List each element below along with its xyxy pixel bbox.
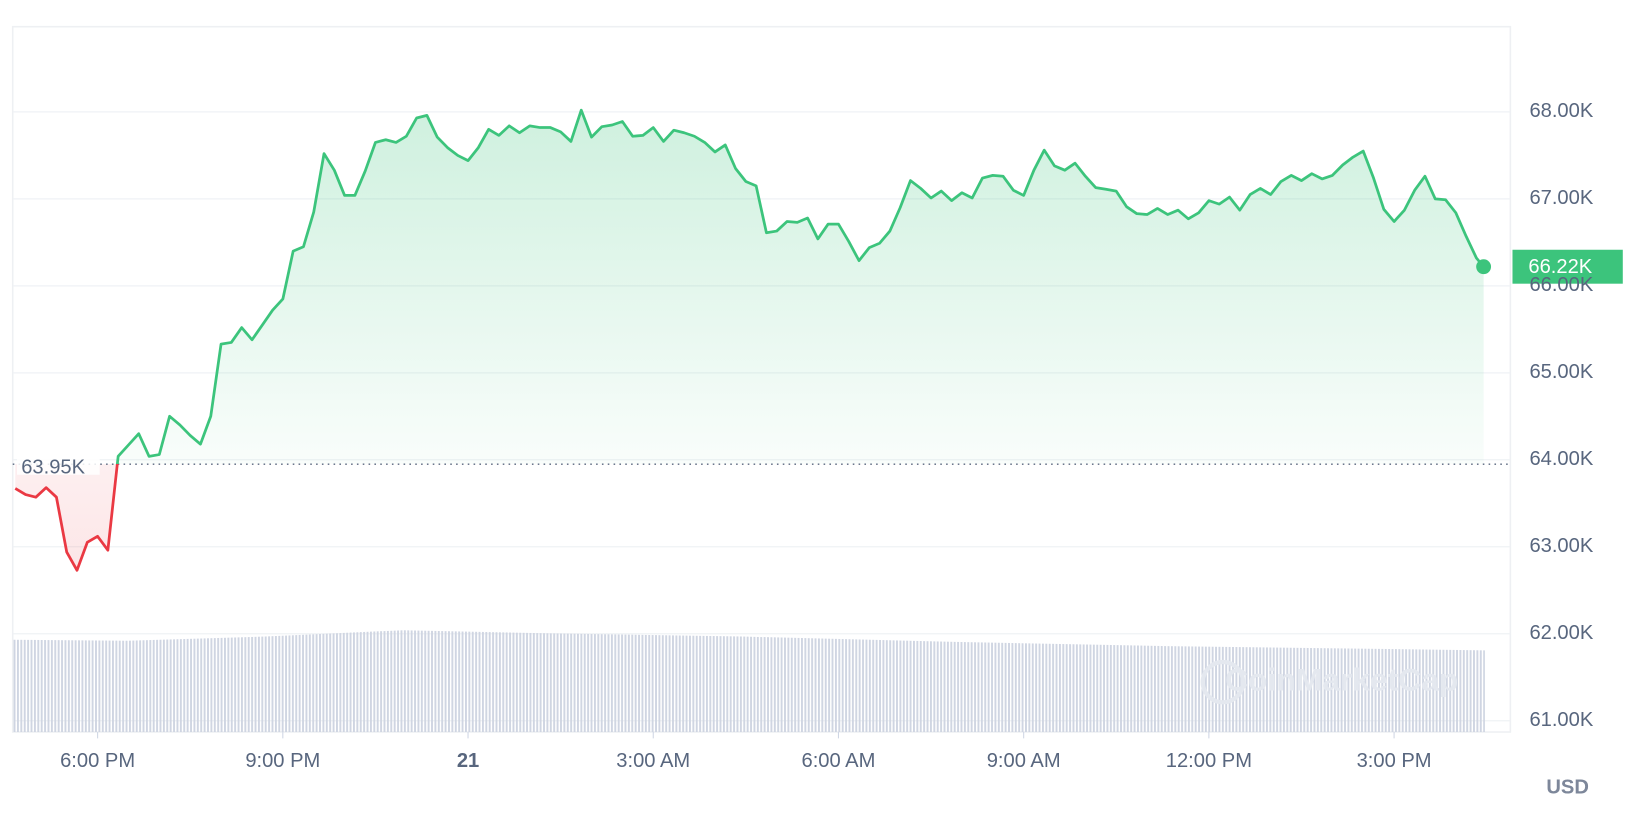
currency-label: USD	[1546, 777, 1589, 799]
price-area	[15, 110, 1484, 571]
marks: 63.95K 66.22K	[12, 108, 1623, 572]
y-tick-label: 63.00K	[1529, 535, 1593, 557]
x-tick-label: 3:00 AM	[616, 750, 690, 772]
x-tick-label: 9:00 AM	[987, 750, 1061, 772]
y-tick-label: 67.00K	[1529, 187, 1593, 209]
watermark-logo	[1200, 659, 1246, 705]
y-tick-label: 65.00K	[1529, 361, 1593, 383]
y-tick-label: 62.00K	[1529, 622, 1593, 644]
current-label: 66.22K	[1528, 256, 1592, 278]
baseline-label-bg	[16, 447, 100, 475]
current-dot	[1476, 259, 1492, 275]
y-tick-label: 66.00K	[1529, 274, 1593, 296]
baseline-label: 63.95K	[21, 457, 85, 479]
x-tick-label: 6:00 AM	[802, 750, 876, 772]
current-label-bg	[1512, 249, 1623, 284]
watermark: CoinMarketCap	[1225, 662, 1458, 698]
x-tick-label: 12:00 PM	[1166, 750, 1252, 772]
y-tick-label: 68.00K	[1529, 100, 1593, 122]
price-line	[14, 108, 1485, 572]
x-tick-label: 21	[457, 750, 479, 772]
x-tick-label: 9:00 PM	[245, 750, 320, 772]
volume-bars	[12, 630, 1485, 733]
x-tick-label: 3:00 PM	[1357, 750, 1432, 772]
y-tick-label: 64.00K	[1529, 448, 1593, 470]
y-tick-label: 61.00K	[1529, 709, 1593, 731]
x-tick-label: 6:00 PM	[60, 750, 135, 772]
